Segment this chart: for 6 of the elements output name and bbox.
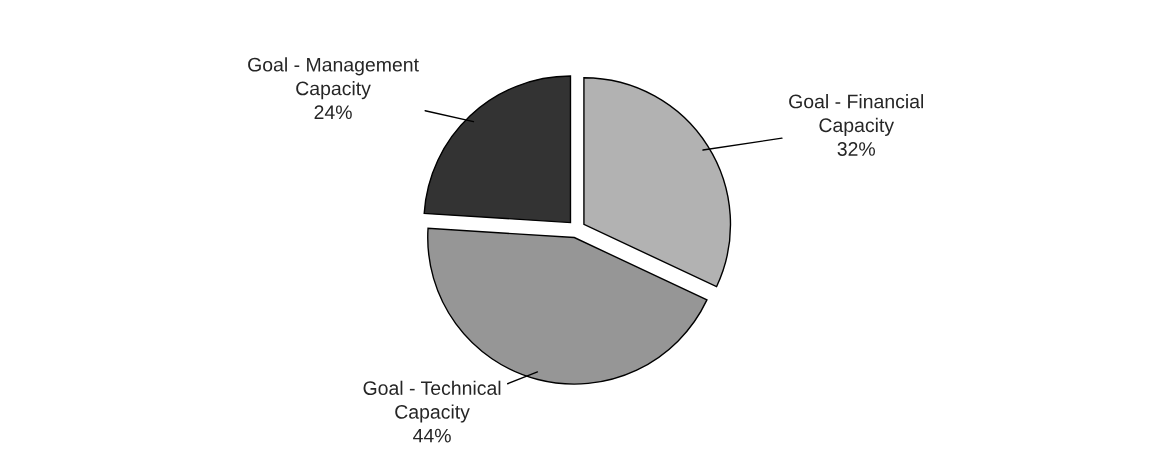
data-label: 24%: [314, 105, 352, 120]
data-label: 44%: [413, 428, 451, 443]
slice-label: Goal - Financial Capacity: [789, 94, 924, 136]
slice-label: Goal - Technical Capacity: [363, 380, 501, 423]
data-label: 32%: [837, 142, 876, 156]
slice-label: Goal - Management Capacity: [248, 57, 419, 100]
